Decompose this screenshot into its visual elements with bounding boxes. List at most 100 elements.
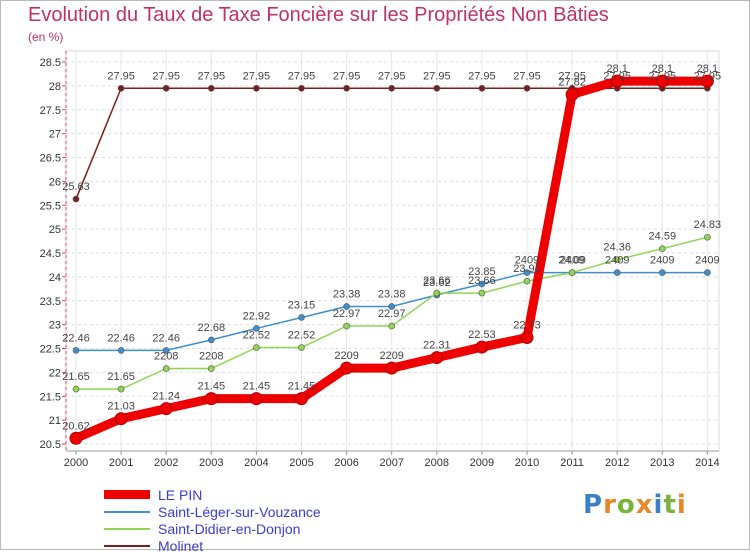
- data-point: [655, 74, 669, 88]
- y-tick-label: 22: [49, 367, 61, 379]
- data-point: [430, 351, 444, 365]
- data-point: [69, 431, 83, 445]
- y-tick-label: 21: [49, 415, 61, 427]
- data-label: 22.53: [468, 329, 496, 341]
- legend-swatch: [104, 510, 150, 513]
- y-tick-label: 21.5: [40, 391, 61, 403]
- x-tick-label: 2009: [470, 457, 494, 469]
- y-tick-label: 22.5: [40, 344, 61, 356]
- data-label: 23.91: [513, 263, 541, 275]
- data-label: 27.95: [603, 70, 631, 82]
- data-label: 28.1: [697, 63, 718, 75]
- data-label: 27.95: [198, 70, 226, 82]
- data-label: 22.31: [423, 340, 451, 352]
- data-label: 27.95: [513, 70, 541, 82]
- data-point: [610, 74, 624, 88]
- y-tick-label: 27: [49, 129, 61, 141]
- data-label: 22.52: [288, 330, 316, 342]
- data-point: [343, 84, 350, 92]
- data-point: [204, 392, 218, 406]
- legend-swatch: [104, 490, 150, 499]
- x-tick-label: 2014: [695, 457, 719, 469]
- data-label: 21.03: [107, 401, 135, 413]
- chart-title: Evolution du Taux de Taxe Foncière sur l…: [28, 4, 609, 26]
- data-point: [475, 340, 489, 354]
- data-label: 23.66: [423, 275, 451, 287]
- legend-swatch: [104, 544, 150, 547]
- data-point: [298, 314, 305, 321]
- data-point: [704, 233, 711, 241]
- data-label: 24.83: [694, 219, 722, 231]
- legend-item-saint-didier[interactable]: Saint-Didier-en-Donjon: [104, 520, 321, 537]
- data-point: [523, 269, 531, 276]
- legend-item-molinet[interactable]: Molinet: [104, 537, 321, 554]
- legend-label: Saint-Léger-sur-Vouzance: [158, 503, 321, 520]
- y-tick-label: 24.5: [40, 248, 61, 260]
- data-label: 2208: [199, 351, 223, 363]
- data-label: 27.95: [333, 70, 361, 82]
- data-label: 24.59: [649, 231, 677, 243]
- y-tick-label: 23.5: [40, 296, 61, 308]
- x-tick-label: 2004: [244, 457, 268, 469]
- data-point: [704, 269, 711, 276]
- data-point: [385, 361, 399, 375]
- x-tick-label: 2012: [605, 457, 629, 469]
- data-label: 20.62: [62, 420, 90, 432]
- data-label: 2409: [560, 255, 584, 267]
- data-point: [478, 280, 486, 288]
- data-label: 27.95: [378, 70, 406, 82]
- data-label: 27.95: [152, 70, 180, 82]
- legend: LE PIN Saint-Léger-sur-Vouzance Saint-Di…: [104, 486, 321, 554]
- data-point: [658, 245, 666, 253]
- data-label: 22.97: [378, 308, 406, 320]
- plot-area: [65, 50, 720, 452]
- data-label: 23.38: [333, 288, 361, 300]
- data-label: 22.68: [198, 322, 226, 334]
- data-point: [478, 84, 486, 92]
- data-point: [249, 392, 263, 406]
- data-point: [253, 84, 260, 92]
- data-point: [340, 361, 354, 375]
- data-label: 21.24: [152, 391, 180, 403]
- data-point: [162, 347, 170, 354]
- x-tick-label: 2010: [515, 457, 539, 469]
- data-label: 27.95: [558, 70, 586, 82]
- legend-item-le-pin[interactable]: LE PIN: [104, 486, 321, 503]
- x-tick-label: 2007: [379, 457, 403, 469]
- data-label: 28.1: [606, 63, 627, 75]
- data-point: [388, 322, 396, 330]
- data-point: [162, 84, 170, 92]
- data-point: [343, 322, 350, 330]
- data-point: [295, 392, 308, 406]
- legend-label: Molinet: [158, 537, 204, 554]
- data-point: [114, 412, 128, 426]
- data-point: [568, 269, 576, 276]
- data-label: 23.62: [423, 277, 451, 289]
- data-point: [208, 336, 215, 344]
- data-point: [388, 303, 396, 310]
- data-label: 23.66: [468, 275, 496, 287]
- data-point: [72, 347, 80, 354]
- y-tick-label: 25.5: [40, 200, 61, 212]
- data-point: [159, 402, 173, 416]
- legend-item-saint-leger[interactable]: Saint-Léger-sur-Vouzance: [104, 503, 321, 520]
- data-point: [72, 385, 80, 393]
- legend-swatch: [104, 527, 150, 530]
- data-label: 27.82: [558, 76, 586, 88]
- data-label: 2409: [650, 255, 674, 267]
- x-tick-label: 2005: [289, 457, 313, 469]
- data-label: 2409: [515, 255, 539, 267]
- data-label: 2209: [334, 350, 358, 362]
- y-axis-unit: (en %): [28, 30, 64, 44]
- x-tick-label: 2013: [650, 457, 674, 469]
- data-label: 27.95: [243, 70, 271, 82]
- y-tick-label: 27.5: [40, 105, 61, 117]
- data-label: 28.1: [652, 63, 673, 75]
- data-point: [613, 269, 621, 276]
- y-tick-label: 26.5: [40, 153, 61, 165]
- data-point: [343, 303, 350, 310]
- data-point: [162, 365, 170, 372]
- legend-label: LE PIN: [158, 486, 203, 503]
